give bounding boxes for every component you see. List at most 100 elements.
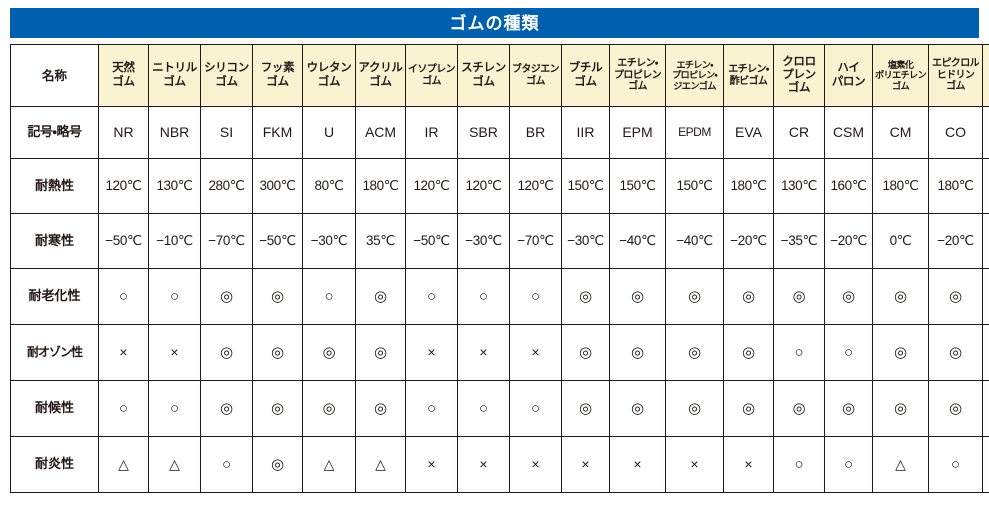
cold-value-cell: −40℃ — [609, 213, 666, 269]
weather-rating-cell: ◎ — [824, 380, 873, 437]
flame-rating-cell: ◎ — [252, 436, 303, 493]
cold-value-cell: −50℃ — [405, 213, 458, 269]
flame-rating-cell: △ — [302, 436, 356, 493]
rating-mark: ◎ — [270, 400, 285, 417]
rubber-name-line: パロン — [831, 75, 866, 88]
rubber-symbol-cell: EVA — [723, 106, 774, 159]
ozone-rating-cell: ◎ — [355, 324, 406, 381]
weather-rating-cell: ◎ — [200, 380, 253, 437]
aging-rating-cell: ◎ — [773, 268, 825, 325]
ozone-rating-cell: × — [148, 324, 201, 381]
rubber-name-header: ハイ パロン — [824, 44, 873, 107]
rating-mark: × — [119, 344, 128, 360]
rubber-name-header: シリコン ゴム — [200, 44, 253, 107]
cold-value-cell: −20℃ — [928, 213, 983, 269]
rating-mark: ○ — [794, 456, 804, 473]
rubber-name-line: 天然 — [112, 62, 135, 75]
heat-value-cell: 120℃ — [457, 158, 510, 214]
flame-rating-cell: ○ — [200, 436, 253, 493]
rubber-symbol-cell: BR — [509, 106, 562, 159]
rating-mark: ○ — [169, 400, 180, 417]
rating-mark: ◎ — [578, 400, 593, 417]
rating-mark: ◎ — [373, 288, 388, 305]
rating-mark: ◎ — [741, 288, 756, 305]
rubber-name-header: クロロ プレン ゴム — [773, 44, 825, 107]
cold-value-cell: −70℃ — [509, 213, 562, 269]
rubber-name-line: 酢ビゴム — [729, 75, 768, 87]
ozone-rating-cell: ◎ — [928, 324, 983, 381]
rating-mark: ◎ — [219, 400, 234, 417]
rubber-name-line: ゴム — [526, 75, 545, 87]
row-label: 耐オゾン性 — [10, 324, 99, 381]
cold-value-cell: −30℃ — [302, 213, 356, 269]
row-label: 耐候性 — [10, 380, 99, 437]
table-row-heat: 耐熱性 120℃ 130℃ 280℃ 300℃ 80℃ 180℃ 120℃ 120℃ 120℃ 15… — [10, 158, 989, 214]
weather-rating-cell: ◎ — [773, 380, 825, 437]
heat-value-cell: 150℃ — [609, 158, 666, 214]
rubber-symbol-cell: CM — [872, 106, 929, 159]
row-label: 耐寒性 — [10, 213, 99, 269]
weather-rating-cell: ◎ — [982, 380, 989, 437]
ozone-rating-cell: ◎ — [561, 324, 610, 381]
cold-value-cell: 10℃ — [982, 213, 989, 269]
row-label: 耐老化性 — [10, 268, 99, 325]
heat-value-cell: 130℃ — [148, 158, 201, 214]
rubber-name-line: ゴム — [628, 81, 647, 93]
rubber-name-line: ゴム — [892, 80, 910, 91]
ozone-rating-cell: ○ — [824, 324, 873, 381]
rubber-name-line: イソプレン — [408, 64, 456, 75]
rubber-symbol-cell: T — [982, 106, 989, 159]
heat-value-cell: 80℃ — [302, 158, 356, 214]
rubber-symbol-cell: CSM — [824, 106, 873, 159]
rubber-name-line: ゴム — [112, 75, 135, 88]
flame-rating-cell: △ — [355, 436, 406, 493]
heat-value-cell: 120℃ — [405, 158, 458, 214]
cold-value-cell: −30℃ — [457, 213, 510, 269]
rubber-name-line: 塩素化 — [887, 59, 914, 70]
heat-value-cell: 80℃ — [982, 158, 989, 214]
rubber-name-line: ゴム — [984, 76, 989, 89]
rubber-name-header: エチレン・ 酢ビゴム — [723, 44, 774, 107]
aging-rating-cell: ○ — [509, 268, 562, 325]
row-label: 記号・略号 — [10, 106, 99, 159]
rating-mark: ◎ — [373, 344, 388, 361]
rating-mark: ◎ — [219, 344, 234, 361]
weather-rating-cell: ◎ — [561, 380, 610, 437]
ozone-rating-cell: ◎ — [252, 324, 303, 381]
rating-mark: ◎ — [219, 288, 234, 305]
aging-rating-cell: ○ — [982, 268, 989, 325]
rubber-symbol-cell: U — [302, 106, 356, 159]
weather-rating-cell: ○ — [509, 380, 562, 437]
rating-mark: ○ — [221, 456, 232, 473]
aging-rating-cell: ○ — [405, 268, 458, 325]
rating-mark: ◎ — [687, 288, 702, 305]
rating-mark: ◎ — [841, 288, 856, 305]
rating-mark: × — [479, 456, 488, 472]
rating-mark: ◎ — [948, 288, 963, 305]
rubber-name-line: ポリエチレン — [875, 70, 927, 81]
rubber-name-header: イソプレン ゴム — [405, 44, 458, 107]
heat-value-cell: 280℃ — [200, 158, 253, 214]
flame-rating-cell: × — [609, 436, 666, 493]
rating-mark: ◎ — [270, 344, 285, 361]
rating-mark: ○ — [843, 344, 854, 361]
rubber-name-header: 塩素化 ポリエチレン ゴム — [872, 44, 929, 107]
rating-mark: ○ — [324, 288, 334, 305]
flame-rating-cell: ○ — [928, 436, 983, 493]
rubber-name-line: アクリル — [358, 62, 403, 75]
rubber-symbol-cell: ACM — [355, 106, 406, 159]
aging-rating-cell: ◎ — [824, 268, 873, 325]
aging-rating-cell: ◎ — [200, 268, 253, 325]
rubber-name-line: ゴム — [472, 75, 495, 88]
aging-rating-cell: ○ — [302, 268, 356, 325]
ozone-rating-cell: ◎ — [200, 324, 253, 381]
rubber-name-line: ゴム — [946, 81, 965, 93]
aging-rating-cell: ◎ — [872, 268, 929, 325]
aging-rating-cell: ◎ — [355, 268, 406, 325]
ozone-rating-cell: ◎ — [665, 324, 724, 381]
rubber-symbol-cell: CO — [928, 106, 983, 159]
table-row-ozone: 耐オゾン性 × × ◎ ◎ ◎ ◎ × × × ◎ ◎ ◎ ◎ ○ ○ ◎ ◎ ◎ — [10, 324, 989, 381]
rating-mark: ○ — [950, 456, 961, 473]
rubber-symbol-cell: SBR — [457, 106, 510, 159]
cold-value-cell: −40℃ — [665, 213, 724, 269]
